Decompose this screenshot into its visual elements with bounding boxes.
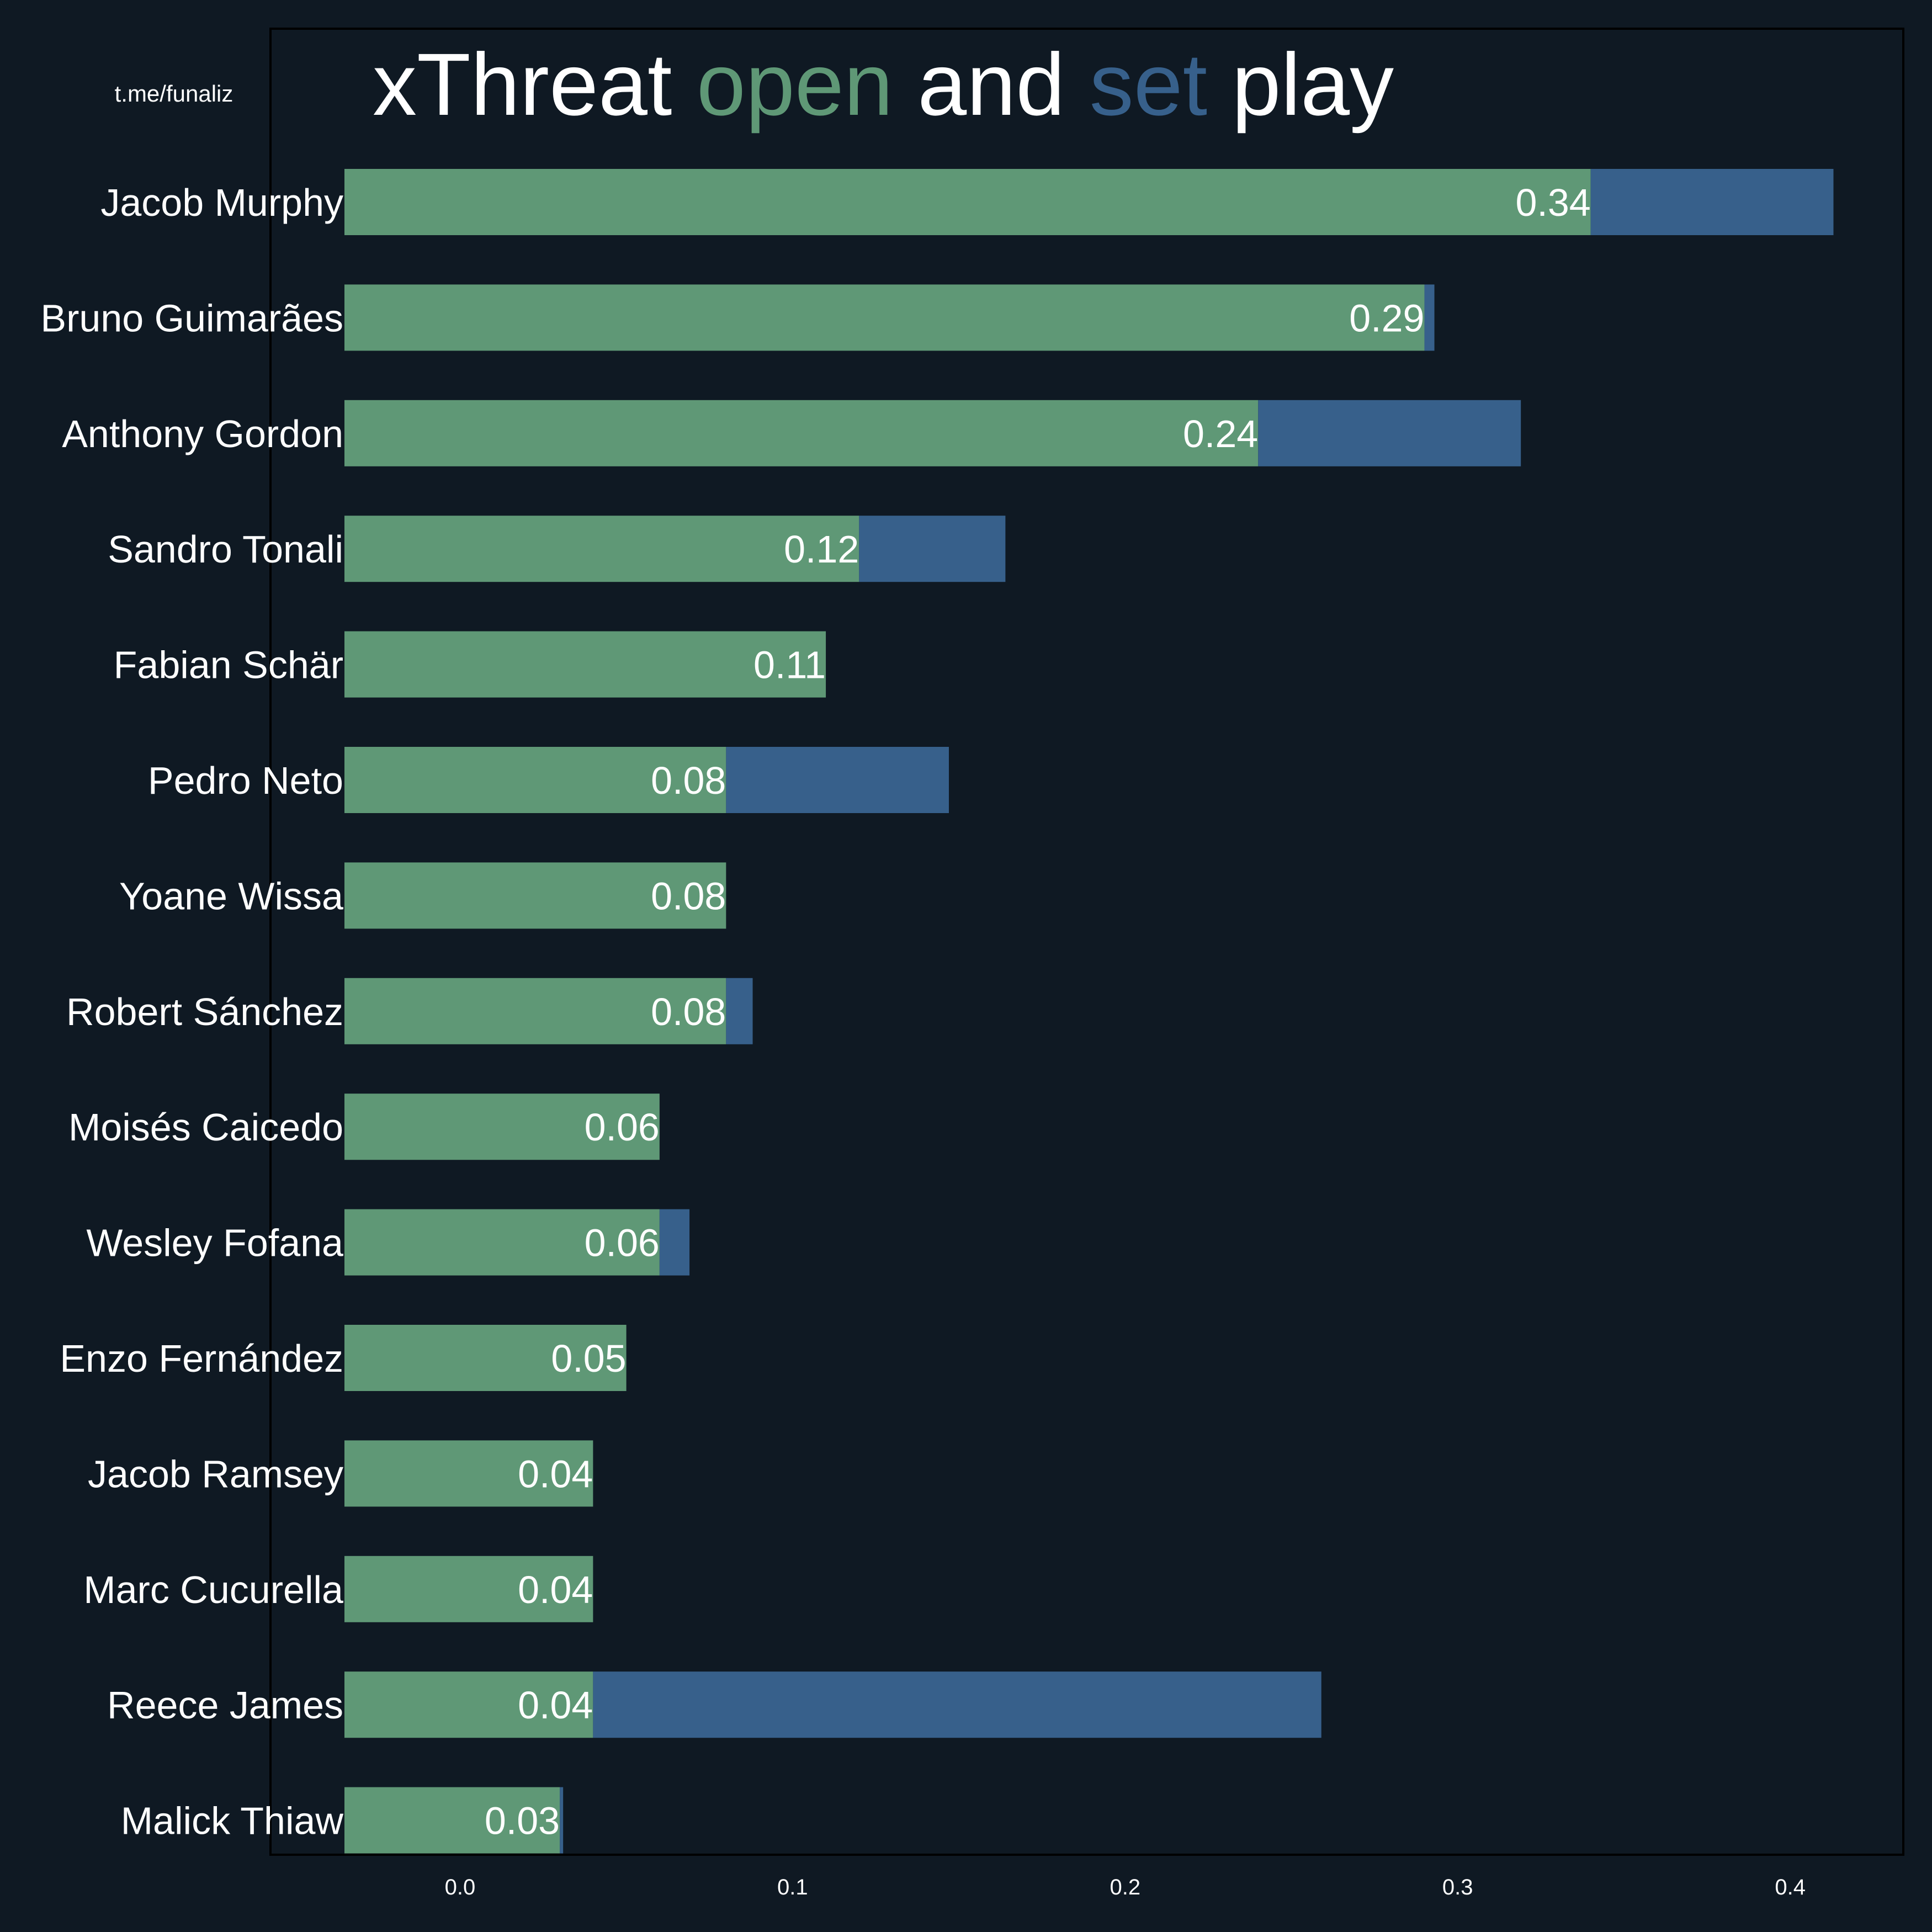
- bar-set-malick-thiaw: [560, 1787, 564, 1854]
- bar-set-wesley-fofana: [659, 1209, 690, 1276]
- bar-open-enzo-fernandez: [344, 1325, 627, 1391]
- value-label-reece-james: 0.04: [518, 1684, 593, 1727]
- x-tick-label: 0.3: [1442, 1875, 1473, 1899]
- title-part-open: open: [697, 35, 893, 134]
- x-tick-label: 0.0: [445, 1875, 476, 1899]
- player-label-pedro-neto: Pedro Neto: [148, 759, 343, 802]
- bar-open-bruno-guimaraes: [344, 284, 1425, 351]
- player-label-anthony-gordon: Anthony Gordon: [62, 412, 343, 455]
- bar-row-sandro-tonali: Sandro Tonali 0.12: [108, 516, 1006, 582]
- value-label-moises-caicedo: 0.06: [585, 1106, 660, 1149]
- bar-set-pedro-neto: [726, 747, 949, 813]
- bar-open-wesley-fofana: [344, 1209, 660, 1276]
- bar-open-yoane-wissa: [344, 862, 726, 929]
- player-label-sandro-tonali: Sandro Tonali: [108, 528, 343, 571]
- title-part-xthreat: xThreat: [373, 35, 697, 134]
- bar-row-anthony-gordon: Anthony Gordon 0.24: [62, 400, 1521, 466]
- value-label-jacob-murphy: 0.34: [1515, 181, 1590, 224]
- title-part-set: set: [1090, 35, 1207, 134]
- plot-frame: [269, 28, 1904, 1856]
- player-label-enzo-fernandez: Enzo Fernández: [60, 1337, 343, 1380]
- x-axis-ticks: 0.0 0.1 0.2 0.3 0.4: [445, 1875, 1806, 1899]
- bar-set-bruno-guimaraes: [1424, 284, 1435, 351]
- player-label-bruno-guimaraes: Bruno Guimarães: [40, 296, 343, 339]
- value-label-marc-cucurella: 0.04: [518, 1568, 593, 1611]
- value-label-bruno-guimaraes: 0.29: [1349, 296, 1424, 339]
- bar-open-robert-sanchez: [344, 978, 726, 1044]
- value-label-anthony-gordon: 0.24: [1183, 412, 1258, 455]
- value-label-fabian-schar: 0.11: [753, 644, 826, 687]
- value-label-yoane-wissa: 0.08: [651, 874, 726, 917]
- player-label-jacob-ramsey: Jacob Ramsey: [88, 1452, 343, 1495]
- bar-row-pedro-neto: Pedro Neto 0.08: [148, 747, 949, 813]
- player-label-wesley-fofana: Wesley Fofana: [86, 1222, 343, 1265]
- bar-open-marc-cucurella: [344, 1556, 593, 1622]
- bar-row-wesley-fofana: Wesley Fofana 0.06: [86, 1209, 690, 1276]
- bar-open-pedro-neto: [344, 747, 726, 813]
- player-label-marc-cucurella: Marc Cucurella: [83, 1568, 343, 1611]
- bar-open-sandro-tonali: [344, 516, 859, 582]
- bar-row-robert-sanchez: Robert Sánchez 0.08: [66, 978, 753, 1044]
- value-label-pedro-neto: 0.08: [651, 759, 726, 802]
- bar-set-robert-sanchez: [726, 978, 753, 1044]
- bar-row-reece-james: Reece James 0.04: [107, 1671, 1321, 1738]
- bar-open-moises-caicedo: [344, 1094, 660, 1160]
- bar-set-anthony-gordon: [1258, 400, 1521, 466]
- x-tick-label: 0.1: [777, 1875, 808, 1899]
- x-tick-label: 0.4: [1775, 1875, 1806, 1899]
- title-part-play: play: [1207, 35, 1394, 134]
- value-label-jacob-ramsey: 0.04: [518, 1452, 593, 1495]
- x-tick-label: 0.2: [1110, 1875, 1140, 1899]
- player-label-yoane-wissa: Yoane Wissa: [119, 874, 343, 917]
- bar-open-fabian-schar: [344, 631, 826, 698]
- bar-row-enzo-fernandez: Enzo Fernández 0.05: [60, 1325, 627, 1391]
- bar-row-yoane-wissa: Yoane Wissa 0.08: [119, 862, 726, 929]
- bar-row-fabian-schar: Fabian Schär 0.11: [114, 631, 826, 698]
- player-label-jacob-murphy: Jacob Murphy: [100, 181, 343, 224]
- bars-layer: Jacob Murphy 0.34 Bruno Guimarães 0.29 Antho…: [40, 169, 1834, 1854]
- player-label-moises-caicedo: Moisés Caicedo: [68, 1106, 343, 1149]
- bar-set-jacob-murphy: [1590, 169, 1834, 235]
- bar-set-sandro-tonali: [859, 516, 1006, 582]
- bar-row-moises-caicedo: Moisés Caicedo 0.06: [68, 1094, 660, 1160]
- bar-row-bruno-guimaraes: Bruno Guimarães 0.29: [40, 284, 1435, 351]
- value-label-robert-sanchez: 0.08: [651, 990, 726, 1033]
- bar-open-malick-thiaw: [344, 1787, 560, 1854]
- bar-open-jacob-murphy: [344, 169, 1591, 235]
- bar-open-jacob-ramsey: [344, 1440, 593, 1507]
- bar-row-malick-thiaw: Malick Thiaw 0.03: [121, 1787, 564, 1854]
- bar-open-reece-james: [344, 1671, 593, 1738]
- player-label-fabian-schar: Fabian Schär: [114, 644, 343, 687]
- player-label-malick-thiaw: Malick Thiaw: [121, 1800, 344, 1843]
- bar-set-reece-james: [593, 1671, 1321, 1738]
- bar-row-marc-cucurella: Marc Cucurella 0.04: [83, 1556, 593, 1622]
- value-label-malick-thiaw: 0.03: [485, 1800, 560, 1843]
- watermark: t.me/funaliz: [115, 81, 233, 107]
- value-label-enzo-fernandez: 0.05: [551, 1337, 626, 1380]
- bar-open-anthony-gordon: [344, 400, 1259, 466]
- player-label-reece-james: Reece James: [107, 1684, 343, 1727]
- title-part-and: and: [893, 35, 1090, 134]
- value-label-wesley-fofana: 0.06: [585, 1222, 660, 1265]
- value-label-sandro-tonali: 0.12: [784, 528, 859, 571]
- bar-row-jacob-murphy: Jacob Murphy 0.34: [100, 169, 1834, 235]
- player-label-robert-sanchez: Robert Sánchez: [66, 990, 343, 1033]
- chart-title: xThreat open and set play: [373, 35, 1394, 134]
- bar-row-jacob-ramsey: Jacob Ramsey 0.04: [88, 1440, 593, 1507]
